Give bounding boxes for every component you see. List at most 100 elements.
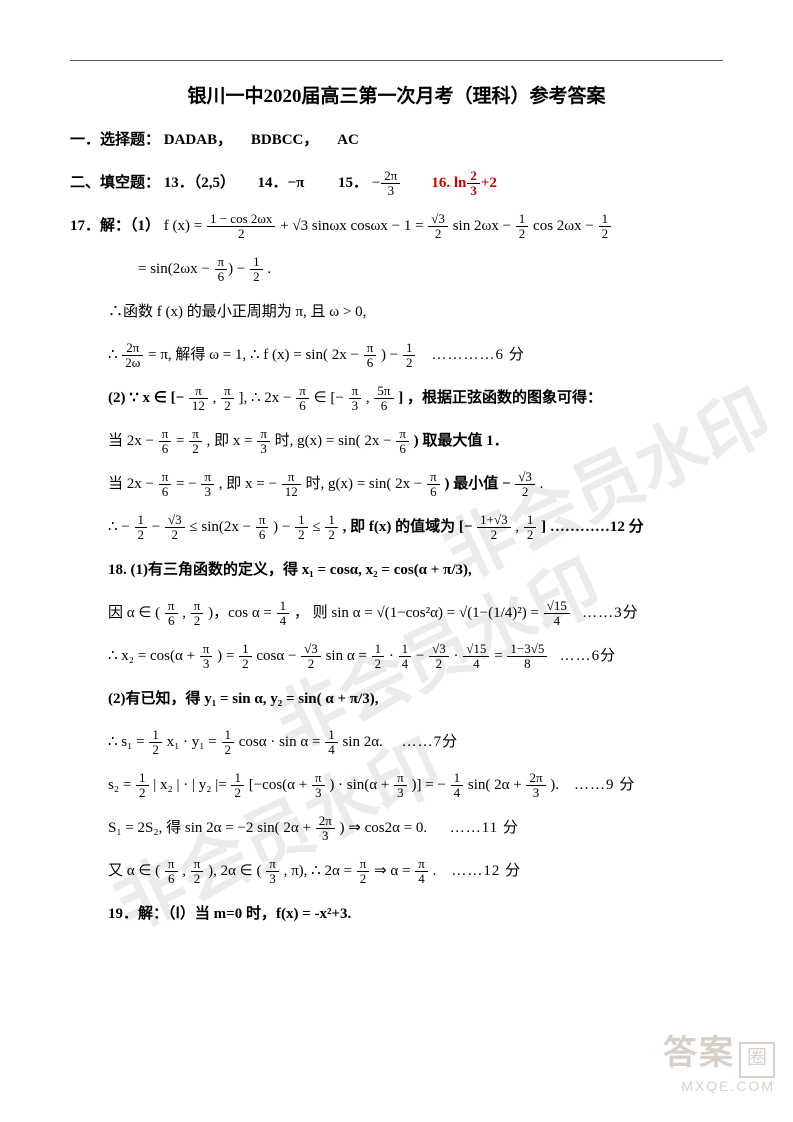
q17-l3: ∴函数 f (x) 的最小正周期为 π, 且 ω > 0, [70,296,723,329]
mc-g3: AC [337,132,359,148]
t: . [433,863,437,879]
page-content: 银川一中2020届高三第一次月考（理科）参考答案 一．选择题： DADAB， B… [0,0,793,981]
q17-l5: (2) ∵ x ∈ [− π12 , π2 ], ∴ 2x − π6 ∈ [− … [70,382,723,415]
frac: 12 [136,771,149,799]
a13: 13．（2,5） [164,175,235,191]
frac: √32 [301,642,321,670]
frac: 14 [451,771,464,799]
q18-l4: (2)有已知，得 y₁ = sin α, y₂ = sin( α + π/3), [70,683,723,716]
q18-l3: ∴ x₂ = cos(α + π3 ) = 12 cosα − √32 sin … [70,640,723,673]
frac: 14 [277,599,290,627]
mc-g1: DADAB， [164,132,232,148]
t: 19．解：（Ⅰ）当 m=0 时，f(x) = -x²+3. [108,906,351,922]
t: ∈ [− [314,390,348,406]
t: 18. (1)有三角函数的定义，得 x₁ = cosα, x₂ = cos(α … [108,562,472,578]
t: [−cos(α + [249,777,311,793]
q17-l7: 当 2x − π6 = − π3 , 即 x = − π12 时, g(x) =… [70,468,723,501]
q18-l7: S₁ = 2S₂, 得 sin 2α = −2 sin( 2α + 2π3 ) … [70,812,723,845]
frac: √32 [429,642,449,670]
top-rule [70,60,723,61]
t: ≤ [312,519,324,535]
a16: 16. ln23+2 [431,175,497,191]
q17-l4: ∴ 2π2ω = π, 解得 ω = 1, ∴ f (x) = sin( 2x … [70,339,723,372]
t: 又 α ∈ ( [108,863,160,879]
score: …………6 分 [431,347,524,363]
fill-label: 二、填空题： [70,175,160,191]
score: ……9 分 [574,777,635,793]
t: , [182,605,190,621]
frac: 5π6 [374,384,393,412]
frac: π6 [296,384,309,412]
frac: π3 [200,642,213,670]
t: cosα · sin α = [239,734,324,750]
t: 因 α ∈ ( [108,605,160,621]
t: , 即 x = − [219,476,281,492]
frac: 1+√32 [477,513,510,541]
frac: 2π3 [526,771,545,799]
t: , π), ∴ 2α = [284,863,356,879]
t: ). [550,777,559,793]
score: ……12 分 [451,863,521,879]
frac: 1−3√58 [507,642,547,670]
frac: √154 [463,642,489,670]
frac: 14 [399,642,412,670]
t: = − [176,476,200,492]
frac: √32 [515,470,535,498]
frac: 12 [250,255,263,283]
t: ) 取最大值 1． [414,433,509,449]
q17-l6: 当 2x − π6 = π2 , 即 x = π3 时, g(x) = sin(… [70,425,723,458]
frac: π12 [282,470,301,498]
frac: 12 [222,728,235,756]
frac: 12 [516,212,529,240]
t: cos 2ωx − [533,218,598,234]
t: ) − [273,519,294,535]
frac: π4 [415,857,428,885]
q17-l8: ∴ − 12 − √32 ≤ sin(2x − π6 ) − 12 ≤ 12 ,… [70,511,723,544]
frac: π6 [159,427,172,455]
frac: π12 [189,384,208,412]
t: = [494,648,506,664]
frac: 12 [231,771,244,799]
t: ] …………12 分 [541,519,644,535]
t: , [366,390,374,406]
t: ≤ sin(2x − [189,519,254,535]
t: 当 2x − [108,433,158,449]
frac: 12 [403,341,416,369]
frac-2pi3: 2π3 [381,169,400,197]
q18-l2: 因 α ∈ ( π6 , π2 )，cos α = 14 ， 则 sin α =… [70,597,723,630]
t: , [515,519,523,535]
t: , 即 x = [207,433,257,449]
frac: 12 [239,642,252,670]
q17-l2: = sin(2ωx − π6) − 12 . [70,253,723,286]
t: = π, 解得 ω = 1, ∴ f (x) = sin( 2x − [148,347,363,363]
t: ∴ s₁ = [108,734,148,750]
frac: 2π2ω [122,341,143,369]
t: S₁ = 2S₂, 得 sin 2α = −2 sin( 2α + [108,820,315,836]
t: ， 则 sin α = √(1−cos²α) = √(1−(1/4)²) = [294,605,543,621]
q18-l1: 18. (1)有三角函数的定义，得 x₁ = cosα, x₂ = cos(α … [70,554,723,587]
mc-g2: BDBCC， [251,132,319,148]
t: ∴ x₂ = cos(α + [108,648,199,664]
t: ⇒ α = [374,863,414,879]
frac: π6 [159,470,172,498]
t: . [540,476,544,492]
frac: π6 [364,341,377,369]
frac: π3 [257,427,270,455]
logo-seal: 圈 [739,1042,775,1078]
fill-answers: 二、填空题： 13．（2,5） 14．−π 15． −2π3 16. ln23+… [70,167,723,200]
site-logo: 答案圈 MXQE.COM [663,1025,775,1094]
t: )，cos α = [208,605,276,621]
frac: π3 [394,771,407,799]
t: x₁ · y₁ = [167,734,221,750]
frac: π6 [165,857,178,885]
frac: π2 [357,857,370,885]
score: ……11 分 [450,820,519,836]
frac: 12 [599,212,612,240]
t: ) = [217,648,238,664]
frac: √32 [428,212,448,240]
t: ∴ − [108,519,134,535]
mc-label: 一．选择题： [70,132,160,148]
frac: π3 [266,857,279,885]
score: ……7分 [402,734,459,750]
score: ……6分 [560,648,617,664]
